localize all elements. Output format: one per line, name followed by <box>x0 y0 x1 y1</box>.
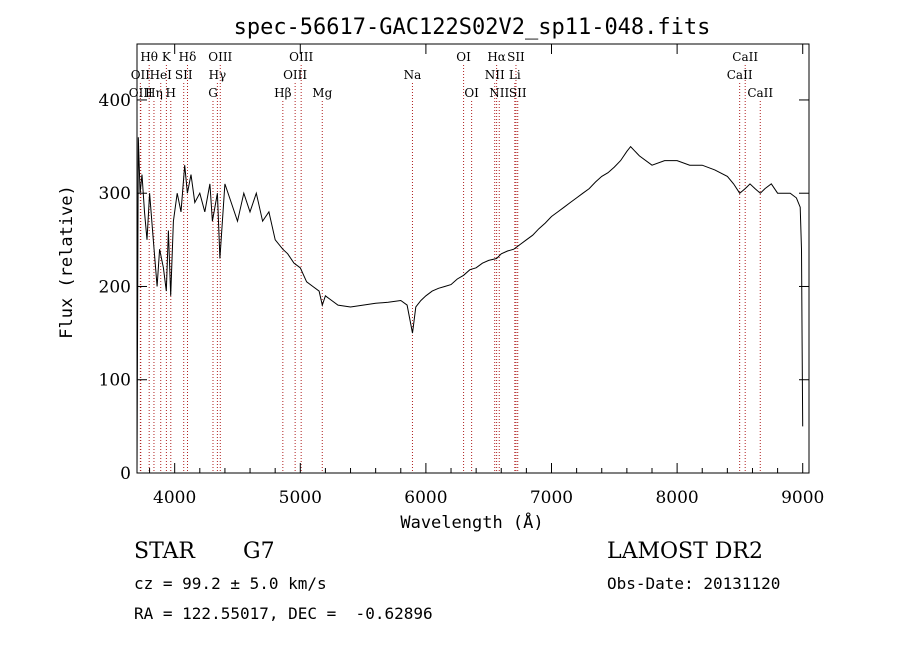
line-label: OIII <box>208 50 232 64</box>
line-label: G <box>208 86 218 100</box>
line-label: OI <box>464 86 479 100</box>
x-tick-label: 5000 <box>279 488 322 508</box>
survey-name: LAMOST DR2 <box>607 539 763 564</box>
line-label: Hη <box>145 86 163 100</box>
spectrum-line <box>136 137 804 474</box>
x-tick-label: 4000 <box>153 488 196 508</box>
y-tick-label: 400 <box>99 91 131 111</box>
line-label: H <box>166 86 176 100</box>
line-label: CaII <box>727 68 753 82</box>
x-axis: 4000 5000 6000 7000 8000 9000 <box>149 44 824 508</box>
x-tick-label: 6000 <box>404 488 447 508</box>
y-axis-label: Flux (relative) <box>57 185 77 339</box>
line-label: SII <box>509 86 527 100</box>
object-class: STAR <box>134 539 195 564</box>
plot-frame <box>136 43 810 474</box>
line-label: Hθ <box>140 50 158 64</box>
y-tick-label: 0 <box>120 464 131 484</box>
line-label: Na <box>404 68 422 82</box>
line-label: OII <box>131 68 151 82</box>
line-label: OIII <box>283 68 307 82</box>
line-label: NII <box>489 86 509 100</box>
line-label: HeI <box>150 68 173 82</box>
line-label: Li <box>509 68 521 82</box>
y-tick-label: 200 <box>99 277 131 297</box>
x-axis-label: Wavelength (Å) <box>400 511 543 533</box>
observation-date: Obs-Date: 20131120 <box>607 574 781 593</box>
line-label: Mg <box>312 86 332 100</box>
line-label: SII <box>175 68 193 82</box>
line-label: Hα <box>487 50 506 64</box>
y-axis: 0 100 200 300 400 <box>99 91 809 484</box>
chart-title: spec-56617-GAC122S02V2_sp11-048.fits <box>234 15 711 40</box>
line-label: NII <box>485 68 505 82</box>
y-tick-label: 100 <box>99 371 131 391</box>
line-label: OIII <box>129 86 153 100</box>
x-tick-label: 9000 <box>781 488 824 508</box>
line-markers <box>139 65 761 473</box>
line-label: Hγ <box>209 68 227 82</box>
line-label: K <box>162 50 172 64</box>
coordinates-readout: RA = 122.55017, DEC = -0.62896 <box>134 604 433 623</box>
y-tick-label: 300 <box>99 184 131 204</box>
line-label: OI <box>456 50 471 64</box>
line-label: SII <box>507 50 525 64</box>
line-label: Hβ <box>274 86 291 100</box>
line-label: CaII <box>747 86 773 100</box>
redshift-readout: cz = 99.2 ± 5.0 km/s <box>134 574 327 593</box>
x-tick-label: 7000 <box>530 488 573 508</box>
x-tick-label: 8000 <box>655 488 698 508</box>
line-label: CaII <box>732 50 758 64</box>
line-label: Hδ <box>179 50 197 64</box>
line-label: OIII <box>289 50 313 64</box>
object-subclass: G7 <box>243 539 275 564</box>
